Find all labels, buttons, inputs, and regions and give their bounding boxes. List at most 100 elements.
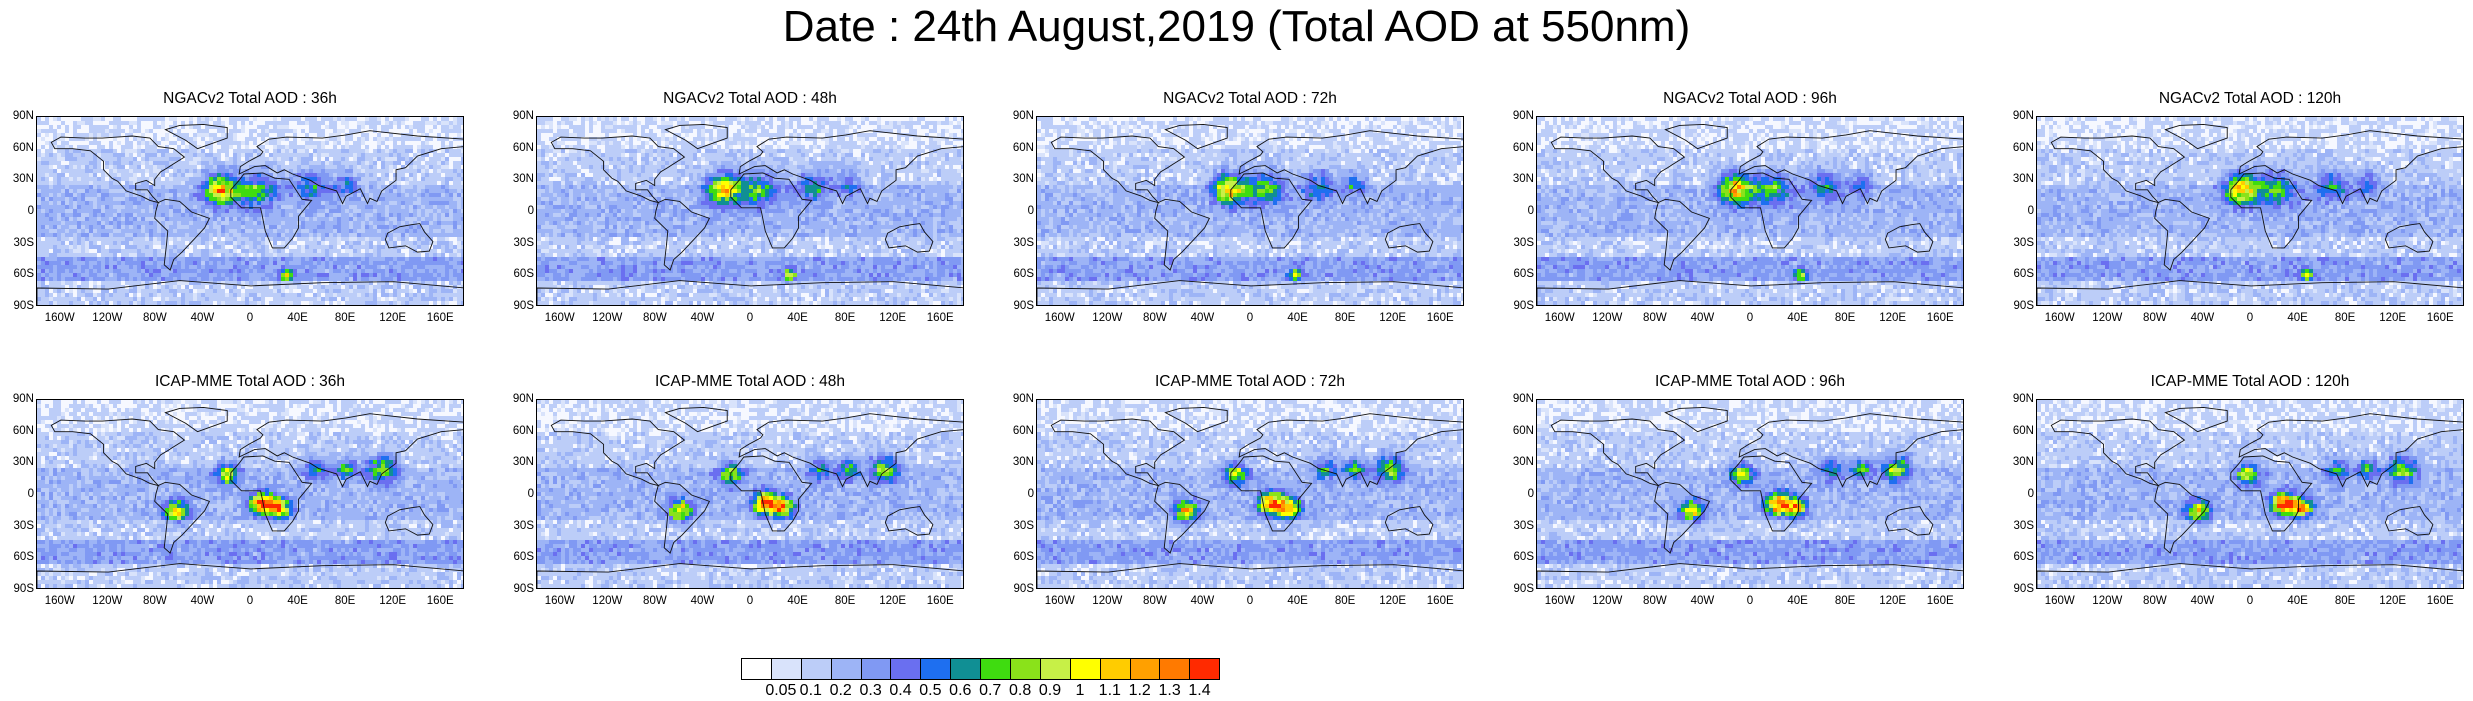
map-frame (1536, 116, 1964, 306)
lat-tick-label: 30N (0, 456, 34, 468)
lat-tick-label: 30S (0, 237, 34, 249)
lon-tick-label: 160E (1418, 312, 1462, 324)
colorbar-swatch (890, 658, 922, 680)
map-panel: NGACv2 Total AOD : 96h 90N 60N 30N 0 30S 60S 90… (1513, 90, 1964, 324)
colorbar-swatch (1159, 658, 1191, 680)
lon-tick-label: 160E (2418, 312, 2462, 324)
map-frame (536, 116, 964, 306)
lon-tick-label: 160W (1038, 595, 1082, 607)
lat-tick-label: 30N (1500, 173, 1534, 185)
map-frame (1036, 116, 1464, 306)
lon-tick-label: 80E (823, 595, 867, 607)
panel-title: NGACv2 Total AOD : 120h (2036, 90, 2464, 108)
lon-tick-label: 80E (823, 312, 867, 324)
colorbar-tick-label: 1.4 (1180, 682, 1220, 700)
colorbar-tick-label: 0.8 (1000, 682, 1040, 700)
lat-tick-label: 30N (1000, 456, 1034, 468)
aod-map (37, 400, 463, 588)
map-panel: ICAP-MME Total AOD : 36h 90N 60N 30N 0 30S 60S… (13, 373, 464, 607)
colorbar-swatch (800, 658, 832, 680)
panel-title: NGACv2 Total AOD : 96h (1536, 90, 1964, 108)
lon-tick-label: 40E (1276, 595, 1320, 607)
colorbar-tick-label: 0.6 (940, 682, 980, 700)
lat-tick-label: 30S (500, 237, 534, 249)
lat-tick-label: 60S (2000, 551, 2034, 563)
aod-field (2037, 117, 2463, 305)
lon-tick-label: 40E (1776, 312, 1820, 324)
coastlines (1037, 123, 1463, 305)
map-frame (2036, 116, 2464, 306)
lat-tick-label: 30S (0, 520, 34, 532)
colorbar-swatch (1010, 658, 1041, 680)
lat-tick-label: 60S (0, 268, 34, 280)
colorbar-tick-label: 1.1 (1090, 682, 1130, 700)
lat-tick-label: 0 (0, 488, 34, 500)
lat-tick-label: 30N (1500, 456, 1534, 468)
colorbar-tick-label: 1 (1060, 682, 1100, 700)
aod-map (2037, 400, 2463, 588)
lat-tick-label: 30N (2000, 173, 2034, 185)
colorbar-swatch (770, 658, 802, 680)
lat-tick-label: 0 (1500, 205, 1534, 217)
colorbar-swatch (1099, 658, 1131, 680)
lon-tick-label: 0 (228, 595, 272, 607)
lat-tick-label: 90S (1500, 583, 1534, 595)
lon-tick-label: 160W (1538, 595, 1582, 607)
colorbar-swatch (741, 658, 772, 680)
lon-tick-label: 80W (1133, 312, 1177, 324)
aod-field (1537, 117, 1963, 305)
lon-tick-label: 160W (538, 595, 582, 607)
lat-tick-label: 60N (1000, 425, 1034, 437)
lat-tick-label: 60N (500, 425, 534, 437)
lat-tick-label: 90S (0, 300, 34, 312)
lon-tick-label: 80E (2323, 312, 2367, 324)
map-panel: ICAP-MME Total AOD : 96h 90N 60N 30N 0 30S 60S… (1513, 373, 1964, 607)
lon-tick-label: 0 (2228, 595, 2272, 607)
colorbar-tick-label: 0.5 (910, 682, 950, 700)
lon-tick-label: 120E (871, 595, 915, 607)
lat-tick-label: 30S (500, 520, 534, 532)
colorbar (741, 658, 1221, 680)
lat-tick-label: 30N (2000, 456, 2034, 468)
aod-field (537, 400, 963, 588)
lat-tick-label: 90S (1000, 583, 1034, 595)
lat-tick-label: 60S (2000, 268, 2034, 280)
lon-tick-label: 80W (133, 312, 177, 324)
lon-tick-label: 80E (1823, 312, 1867, 324)
map-frame (1036, 399, 1464, 589)
lon-tick-label: 80E (323, 312, 367, 324)
lon-tick-label: 120W (585, 595, 629, 607)
lon-tick-label: 40E (2276, 595, 2320, 607)
lon-tick-label: 160E (918, 595, 962, 607)
lon-tick-label: 120E (1871, 595, 1915, 607)
map-panel: ICAP-MME Total AOD : 72h 90N 60N 30N 0 30S 60S… (1013, 373, 1464, 607)
lon-tick-label: 40W (680, 595, 724, 607)
aod-field (37, 117, 463, 305)
colorbar-swatch (1069, 658, 1101, 680)
lat-tick-label: 0 (1000, 205, 1034, 217)
panel-title: ICAP-MME Total AOD : 96h (1536, 373, 1964, 391)
lat-tick-label: 30S (1500, 237, 1534, 249)
aod-map (37, 117, 463, 305)
lat-tick-label: 60N (0, 142, 34, 154)
lat-tick-label: 30N (0, 173, 34, 185)
panel-title: NGACv2 Total AOD : 72h (1036, 90, 1464, 108)
lat-tick-label: 0 (2000, 205, 2034, 217)
coastlines (1537, 123, 1963, 305)
lon-tick-label: 40E (2276, 312, 2320, 324)
lon-tick-label: 0 (2228, 312, 2272, 324)
lon-tick-label: 160E (1418, 595, 1462, 607)
colorbar-tick-label: 1.2 (1120, 682, 1160, 700)
lon-tick-label: 40E (276, 312, 320, 324)
panel-title: ICAP-MME Total AOD : 120h (2036, 373, 2464, 391)
lon-tick-label: 160E (1918, 595, 1962, 607)
lon-tick-label: 160W (38, 312, 82, 324)
figure-title: Date : 24th August,2019 (Total AOD at 55… (0, 2, 2473, 52)
lat-tick-label: 90N (2000, 110, 2034, 122)
coastlines (37, 406, 463, 588)
lon-tick-label: 40E (1776, 595, 1820, 607)
lon-tick-label: 160E (418, 312, 462, 324)
lat-tick-label: 30S (2000, 237, 2034, 249)
lat-tick-label: 90N (0, 110, 34, 122)
aod-map (2037, 117, 2463, 305)
